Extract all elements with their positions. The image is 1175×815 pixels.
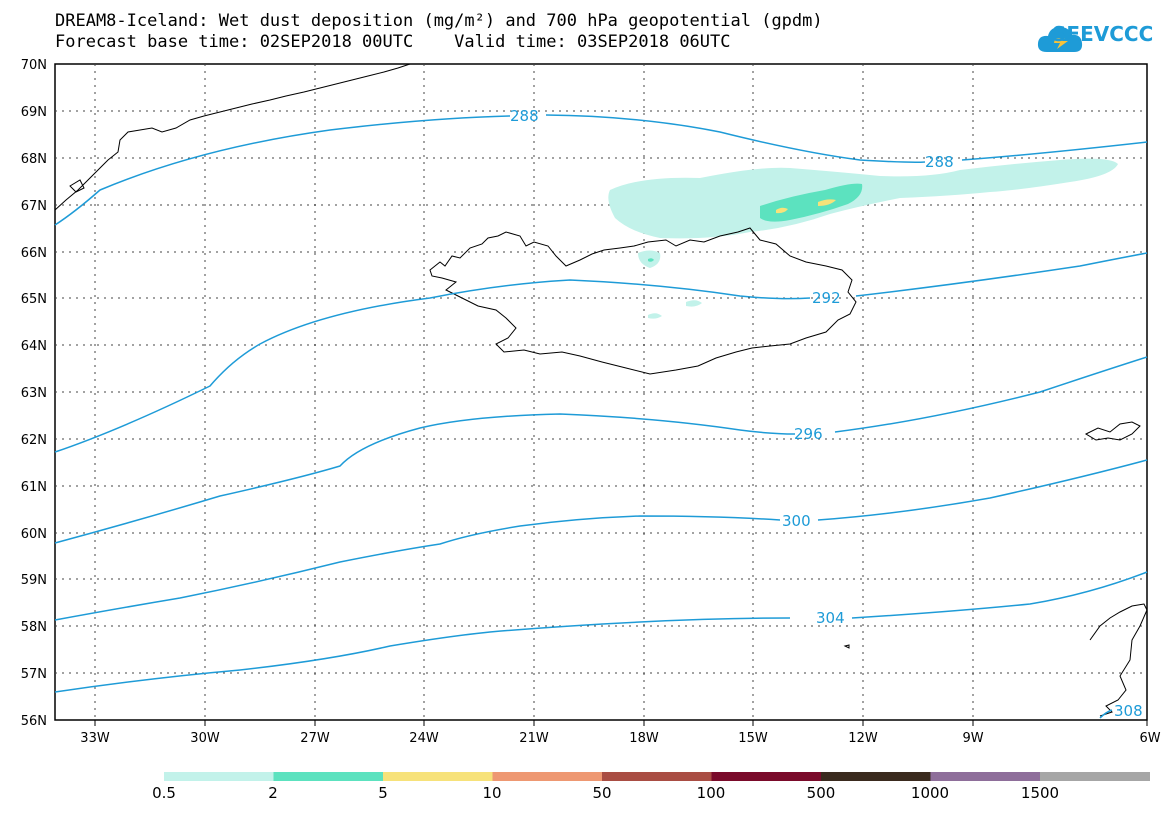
forecast-times: Forecast base time: 02SEP2018 00UTC Vali… — [55, 32, 731, 52]
legend-swatch — [711, 772, 822, 781]
geopotential-contours — [54, 114, 1148, 719]
lat-label: 62N — [21, 433, 47, 448]
legend-label: 2 — [268, 784, 278, 802]
lat-label: 57N — [21, 667, 47, 682]
lon-label: 9W — [962, 731, 983, 746]
legend-label: 100 — [697, 784, 726, 802]
legend-swatch — [930, 772, 1041, 781]
lat-label: 66N — [21, 246, 47, 261]
legend-color-bar — [164, 772, 1150, 781]
lat-label: 63N — [21, 386, 47, 401]
longitude-labels: 33W 30W 27W 24W 21W 18W 15W 12W 9W 6W — [80, 731, 1160, 746]
contour-label: 308 — [1114, 702, 1143, 720]
legend-swatch — [273, 772, 384, 781]
lat-label: 60N — [21, 527, 47, 542]
cloud-icon — [1037, 27, 1083, 52]
lat-label: 65N — [21, 292, 47, 307]
lat-label: 70N — [21, 58, 47, 73]
legend-label: 1000 — [911, 784, 949, 802]
legend-swatch — [1040, 772, 1150, 781]
lon-label: 27W — [300, 731, 330, 746]
legend-label: 50 — [592, 784, 611, 802]
legend-label: 5 — [378, 784, 388, 802]
contour-label: 292 — [812, 289, 841, 307]
contour-label: 288 — [925, 153, 954, 171]
legend-label: 1500 — [1021, 784, 1059, 802]
latitude-labels: 70N 69N 68N 67N 66N 65N 64N 63N 62N 61N … — [21, 58, 47, 729]
lon-label: 12W — [848, 731, 878, 746]
contour-label: 304 — [816, 609, 845, 627]
legend-swatch — [164, 772, 274, 781]
gridlines — [55, 64, 1147, 720]
coastlines — [54, 63, 1148, 717]
lon-label: 15W — [738, 731, 768, 746]
lat-label: 61N — [21, 480, 47, 495]
legend-swatch — [821, 772, 931, 781]
lon-label: 30W — [190, 731, 220, 746]
contour-label: 296 — [794, 425, 823, 443]
legend-label: 10 — [482, 784, 501, 802]
lat-label: 59N — [21, 573, 47, 588]
lat-label: 69N — [21, 105, 47, 120]
lon-label: 33W — [80, 731, 110, 746]
lat-label: 56N — [21, 714, 47, 729]
map-title: DREAM8-Iceland: Wet dust deposition (mg/… — [55, 11, 823, 31]
ticks — [94, 720, 1148, 726]
lat-label: 68N — [21, 152, 47, 167]
contour-label: 300 — [782, 512, 811, 530]
legend-swatch — [492, 772, 603, 781]
logo-text: SEEVCCC — [1052, 22, 1154, 46]
lat-label: 64N — [21, 339, 47, 354]
contour-label: 288 — [510, 107, 539, 125]
legend-label: 0.5 — [152, 784, 176, 802]
lat-label: 67N — [21, 199, 47, 214]
contour-labels: 288 288 292 296 300 304 308 — [510, 107, 1143, 720]
legend-swatch — [602, 772, 712, 781]
legend-swatch — [383, 772, 493, 781]
legend-label: 500 — [807, 784, 836, 802]
lon-label: 24W — [409, 731, 439, 746]
lat-label: 58N — [21, 620, 47, 635]
legend-labels: 0.5 2 5 10 50 100 500 1000 1500 — [152, 784, 1059, 802]
lon-label: 21W — [519, 731, 549, 746]
dust-deposition — [608, 158, 1118, 319]
lon-label: 18W — [629, 731, 659, 746]
lon-label: 6W — [1139, 731, 1160, 746]
